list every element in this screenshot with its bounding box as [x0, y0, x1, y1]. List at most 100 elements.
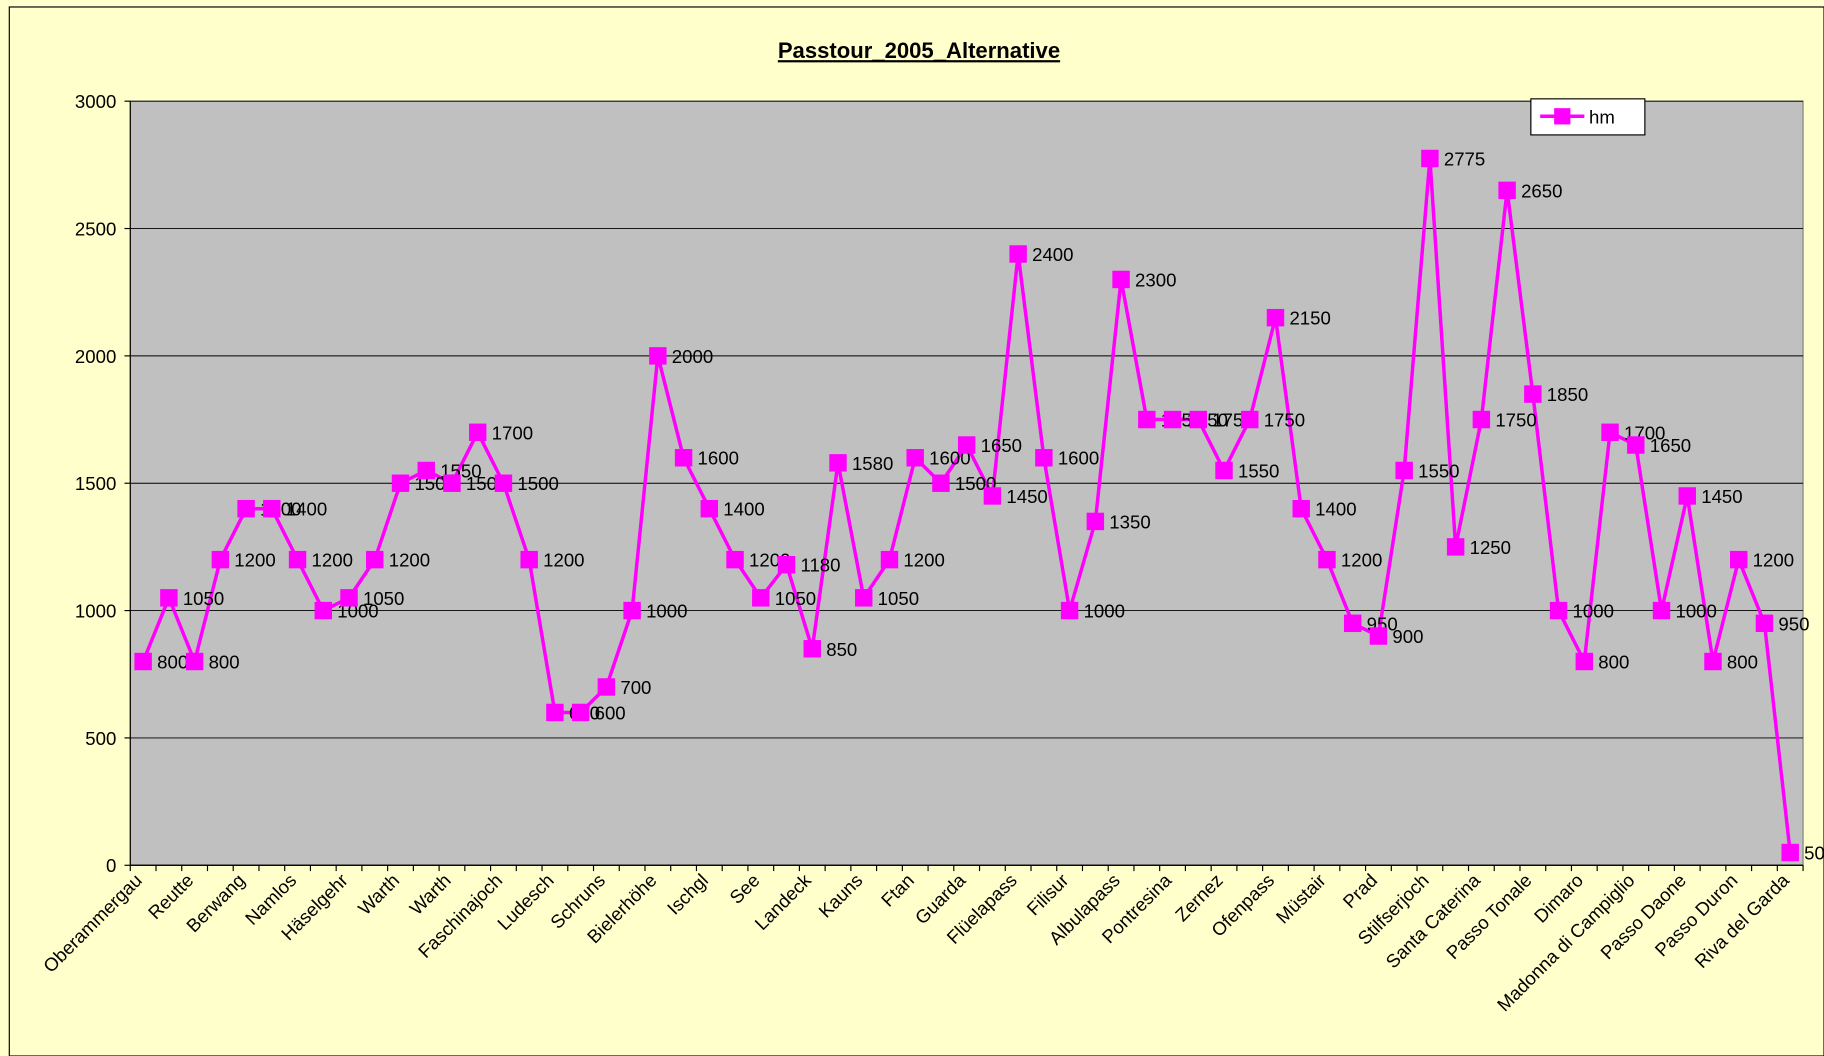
data-label: 1250 — [1470, 537, 1511, 558]
data-label: 800 — [1598, 651, 1629, 672]
y-tick-label: 3000 — [75, 91, 116, 112]
y-tick-label: 1500 — [75, 473, 116, 494]
point-marker — [494, 474, 513, 492]
data-label: 800 — [157, 651, 188, 672]
point-marker — [855, 589, 873, 607]
point-marker — [700, 499, 719, 518]
point-marker — [932, 474, 950, 492]
data-label: 1600 — [1058, 448, 1099, 469]
point-marker — [829, 454, 847, 472]
point-marker — [1138, 410, 1156, 429]
point-marker — [1292, 499, 1310, 518]
data-label: 1450 — [1701, 486, 1742, 507]
point-marker — [1601, 423, 1619, 442]
point-marker — [391, 474, 410, 492]
data-label: 1400 — [723, 499, 764, 520]
point-marker — [520, 550, 538, 569]
point-marker — [649, 347, 667, 365]
y-tick-label: 2500 — [75, 219, 116, 240]
point-marker — [1524, 385, 1542, 403]
point-marker — [1318, 550, 1336, 569]
data-label: 900 — [1392, 626, 1423, 647]
point-marker — [752, 589, 770, 607]
data-label: 1600 — [698, 448, 739, 469]
chart-title: Passtour_2005_Alternative — [778, 38, 1060, 63]
data-label: 1000 — [1675, 601, 1716, 622]
point-marker — [1343, 614, 1362, 633]
point-marker — [674, 449, 693, 467]
point-marker — [1086, 512, 1105, 531]
data-label: 1450 — [1006, 486, 1047, 507]
data-label: 1000 — [646, 601, 687, 622]
data-label: 1200 — [1341, 550, 1382, 571]
data-label: 1550 — [1238, 460, 1279, 481]
point-marker — [1189, 410, 1208, 429]
data-label: 1200 — [312, 550, 353, 571]
point-marker — [1112, 270, 1130, 289]
point-marker — [1755, 614, 1774, 633]
point-marker — [366, 550, 384, 569]
data-label: 1200 — [234, 550, 275, 571]
data-label: 1750 — [1495, 410, 1536, 431]
point-marker — [1627, 436, 1645, 454]
y-tick-label: 2000 — [75, 346, 116, 367]
point-marker — [314, 601, 333, 620]
point-marker — [880, 550, 899, 569]
data-label: 1750 — [1264, 410, 1305, 431]
point-marker — [1498, 181, 1516, 200]
point-marker — [160, 589, 178, 607]
point-marker — [1575, 652, 1594, 671]
point-marker — [1421, 149, 1439, 168]
point-marker — [1549, 601, 1568, 620]
point-marker — [1163, 410, 1182, 429]
data-label: 1580 — [852, 453, 893, 474]
point-marker — [1781, 843, 1799, 862]
legend-label: hm — [1589, 106, 1615, 127]
point-marker — [185, 652, 204, 671]
point-marker — [211, 550, 230, 569]
point-marker — [1446, 538, 1465, 556]
data-label: 1050 — [363, 588, 404, 609]
point-marker — [288, 550, 307, 569]
point-marker — [1035, 449, 1053, 467]
point-marker — [546, 703, 564, 722]
point-marker — [417, 461, 435, 480]
data-label: 700 — [620, 677, 651, 698]
point-marker — [1729, 550, 1748, 569]
data-label: 2150 — [1289, 308, 1330, 329]
point-marker — [957, 436, 976, 454]
point-marker — [1241, 410, 1259, 429]
point-marker — [1266, 308, 1285, 327]
point-marker — [571, 703, 590, 722]
point-marker — [1472, 410, 1491, 429]
data-label: 1050 — [183, 588, 224, 609]
data-label: 1200 — [389, 550, 430, 571]
point-marker — [777, 556, 796, 574]
point-marker — [726, 550, 744, 569]
point-marker — [1704, 652, 1722, 671]
data-label: 1400 — [286, 499, 327, 520]
point-marker — [1652, 601, 1671, 620]
point-marker — [1009, 245, 1027, 263]
y-tick-label: 0 — [106, 855, 116, 876]
point-marker — [1395, 461, 1413, 480]
y-tick-label: 1000 — [75, 601, 116, 622]
data-label: 850 — [826, 639, 857, 660]
data-label: 1650 — [1650, 435, 1691, 456]
point-marker — [443, 474, 461, 492]
data-label: 1050 — [878, 588, 919, 609]
data-label: 800 — [209, 651, 240, 672]
point-marker — [803, 640, 821, 658]
data-label: 800 — [1727, 651, 1758, 672]
point-marker — [623, 601, 641, 620]
point-marker — [263, 499, 281, 518]
data-label: 1000 — [1084, 601, 1125, 622]
data-label: 950 — [1778, 613, 1809, 634]
point-marker — [597, 678, 616, 696]
data-label: 1180 — [800, 555, 840, 576]
data-label: 1000 — [1573, 601, 1614, 622]
data-label: 600 — [595, 702, 626, 723]
point-marker — [906, 449, 924, 467]
